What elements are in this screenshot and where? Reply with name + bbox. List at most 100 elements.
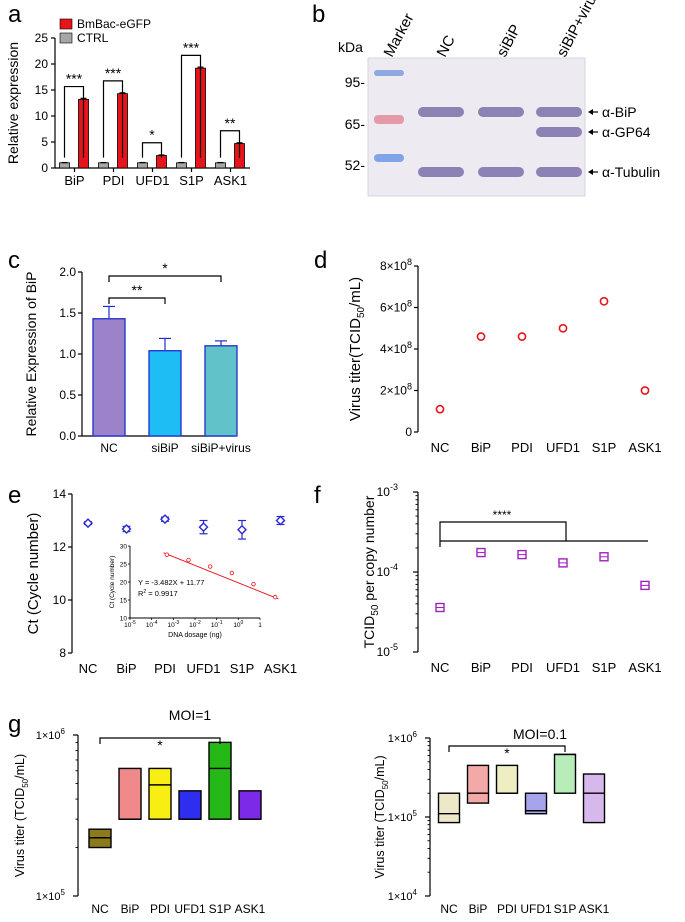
y-tick-exponent: 5 [61,888,66,897]
inset-data-point [229,570,235,576]
panel-label-g: g [8,711,21,738]
inset-x-tick-label: 10-2 [189,620,201,629]
y-axis-subscript: 50 [381,780,390,789]
protein-band [478,167,524,177]
x-tick-label: PDI [511,660,533,675]
x-tick-label: PDI [103,173,125,188]
inset-x-tick-exponent: -1 [218,620,223,626]
y-axis-title-end: per copy number [361,495,377,604]
inset-y-tick-label: 15 [120,598,128,605]
lane-label: Marker [381,11,418,60]
floating-bar-ASK1 [238,790,262,820]
y-tick-label: 0 [41,161,48,175]
panel-label-d: d [314,247,327,274]
protein-band [536,127,582,137]
floating-bar-BiP [466,764,490,804]
y-tick-label: 0.0 [59,429,76,443]
sig-bracket [219,130,241,158]
x-tick-label: NC [100,441,118,455]
marker-band [374,70,404,76]
y-tick-label: 1×104 [388,888,418,903]
bar-CTRL [98,162,109,169]
data-point [237,524,247,535]
inset-x-tick-label: 10-3 [167,620,179,629]
panel-label-f: f [314,482,321,509]
x-tick-label: UFD1 [546,660,580,675]
band-label: α-Tubulin [602,164,660,180]
sig-bracket-label: ** [225,115,236,131]
y-tick-label: 12 [53,540,67,554]
sig-bracket [180,54,202,158]
data-point [517,332,527,341]
marker-size-label: 52- [345,157,366,173]
data-point [160,514,170,525]
data-point [83,518,93,529]
x-tick-label: NC [440,902,458,916]
band-arrowhead [588,109,593,115]
y-tick-label: 1.5 [59,306,76,320]
x-tick-label: ASK1 [579,902,610,916]
legend-swatch [59,32,73,44]
marker-band [374,115,404,124]
sig-bracket-label: *** [105,65,122,81]
x-tick-label: siBiP [151,441,178,455]
y-tick-exponent: 4 [413,888,418,897]
floating-bar-UFD1 [524,792,548,815]
y-tick-label: 8 [59,646,66,660]
y-tick-label: 20 [35,57,49,71]
y-tick-exponent: 8 [407,382,412,392]
inset-r-squared: R2 = 0.9917 [138,589,178,598]
sig-bracket [108,275,222,282]
x-tick-label: S1P [554,902,577,916]
y-tick-label: 10-4 [377,562,398,579]
sig-bracket [439,521,567,547]
sig-bracket [63,85,85,158]
inset-x-tick-exponent: -4 [153,620,158,626]
marker-size-label: 95- [345,74,366,90]
panel-label-c: c [8,247,20,274]
y-tick-exponent: -5 [390,642,398,652]
inset-y-axis-title: Ct (Cycle number) [109,556,116,609]
panel-label-e: e [8,482,21,509]
lane-label: siBiP [494,22,525,60]
inset-x-tick-label: 10-1 [211,620,223,629]
floating-bar-UFD1 [178,790,202,820]
y-tick-label: 25 [35,31,49,45]
x-tick-label: ASK1 [628,440,661,455]
floating-bar-PDI [495,764,519,794]
floating-bar-ASK1 [582,773,606,824]
inset-equation: Y = -3.482X + 11.77 [138,578,204,587]
sig-bracket [108,297,166,304]
inset-x-tick-label: 1 [258,622,262,629]
data-point [476,332,486,341]
data-point [275,515,286,526]
legend-label: BmBac-eGFP [77,17,151,31]
sig-bracket [141,142,163,158]
y-tick-exponent: 8 [407,340,412,350]
lane-label: siBiP+virus [554,0,604,60]
protein-band [536,167,582,177]
inset-data-point [207,564,213,569]
y-axis-subscript: 50 [370,604,381,616]
chart-d: 0 2×108 4×108 6×108 8×108 Virus titer(TCID50/… [347,257,662,455]
x-tick-label: UFD1 [187,661,221,676]
x-tick-label: S1P [592,660,617,675]
inset-y-tick-label: 25 [120,562,128,569]
x-tick-label: S1P [179,173,204,188]
y-axis-title: Ct (Cycle number) [25,513,42,635]
x-tick-label: NC [431,660,450,675]
sig-bracket-label: *** [183,39,200,55]
y-tick-label: 10-3 [377,482,398,499]
bar-CTRL [137,162,148,169]
y-tick-label: 0 [405,425,412,439]
chart-g-moi1: 1×105 1×106 Virus titer (TCID50/mL) MOI=1 NC… [13,707,266,916]
y-axis-title: Virus titer (TCID50/mL) [13,754,30,877]
x-tick-label: NC [91,902,109,916]
inset-x-tick-label: 10-4 [146,620,158,629]
y-tick-label: 1×105 [388,809,418,824]
bar-CTRL [215,162,226,169]
protein-band [536,107,582,117]
bar-CTRL [59,162,70,169]
